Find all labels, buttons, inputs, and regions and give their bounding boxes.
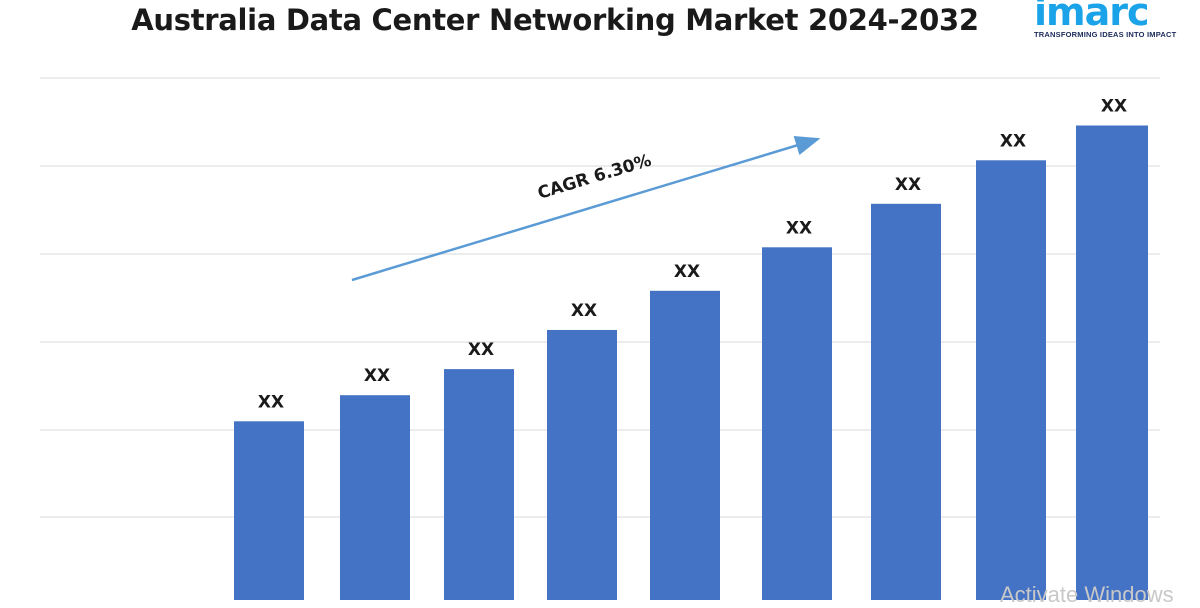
bar xyxy=(234,421,304,600)
data-label: XX xyxy=(258,392,284,412)
bar xyxy=(547,329,617,600)
data-label: XX xyxy=(674,262,700,282)
data-label: XX xyxy=(1101,97,1127,117)
logo-tagline: TRANSFORMING IDEAS INTO IMPACT xyxy=(1034,30,1177,39)
data-label: XX xyxy=(364,366,390,386)
bar xyxy=(1076,125,1148,600)
cagr-label: CAGR 6.30% xyxy=(535,151,653,204)
bar xyxy=(976,160,1046,600)
bar xyxy=(871,203,941,600)
bar xyxy=(762,247,832,600)
cagr-arrow xyxy=(351,135,821,282)
imarc-logo: imarc TRANSFORMING IDEAS INTO IMPACT xyxy=(1030,0,1200,44)
data-label: XX xyxy=(468,340,494,360)
bar xyxy=(340,395,410,600)
bars xyxy=(234,125,1148,600)
data-label: XX xyxy=(1000,131,1026,151)
cagr-annotation: CAGR 6.30% xyxy=(351,135,821,282)
data-labels: XX XX XX XX XX XX XX XX XX xyxy=(258,97,1127,413)
data-label: XX xyxy=(786,218,812,238)
chart-title: Australia Data Center Networking Market … xyxy=(131,3,979,37)
logo-wordmark: imarc xyxy=(1034,0,1150,34)
data-label: XX xyxy=(571,301,597,321)
bar xyxy=(444,369,514,600)
data-label: XX xyxy=(895,175,921,195)
bar xyxy=(650,290,720,600)
windows-watermark: Activate Windows xyxy=(1000,582,1174,607)
